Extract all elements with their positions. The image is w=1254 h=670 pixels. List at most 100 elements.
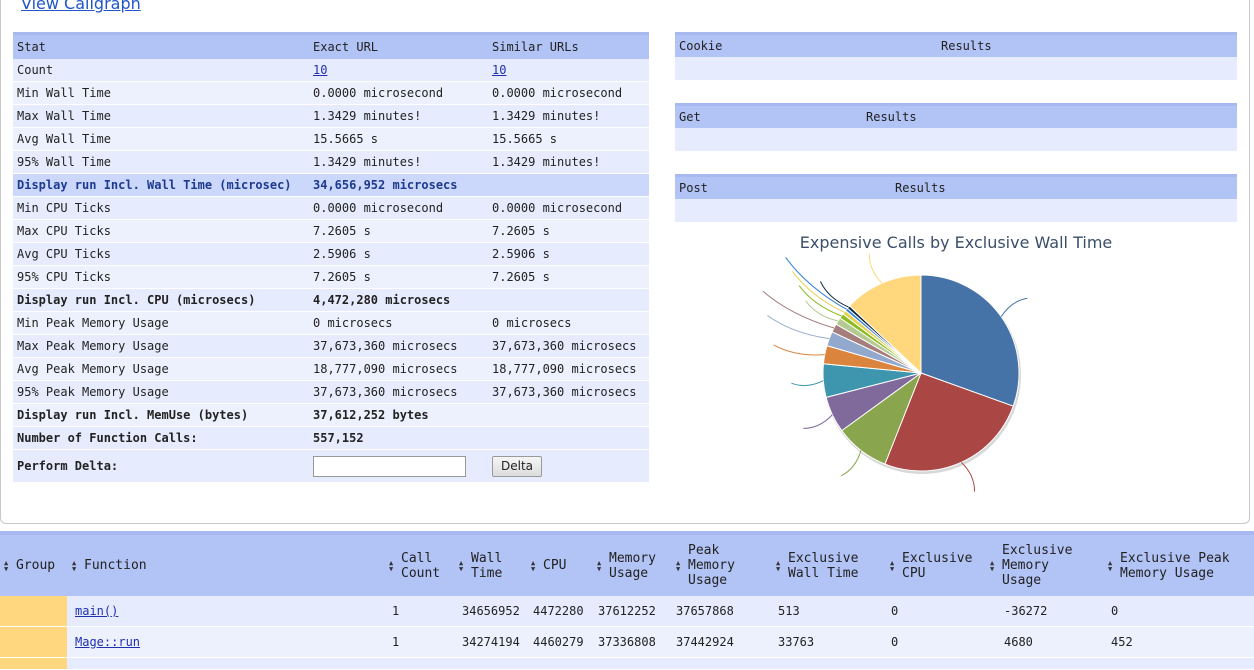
- similar-urls-value: 7.2605 s: [488, 219, 649, 243]
- sort-arrows-icon[interactable]: ▲ ▼: [531, 558, 536, 573]
- column-header-label: CPU: [543, 558, 567, 573]
- perform-delta-label: Perform Delta:: [13, 449, 309, 483]
- stat-label: Avg Peak Memory Usage: [13, 357, 309, 381]
- similar-urls-value: 0.0000 microsecond: [488, 81, 649, 105]
- get-results-label: Results: [866, 110, 917, 124]
- stats-row: 95% CPU Ticks 7.2605 s 7.2605 s: [13, 265, 649, 289]
- similar-urls-value: [488, 403, 649, 427]
- column-header-peak-memory-usage[interactable]: ▲ ▼ Peak Memory Usage: [676, 535, 768, 596]
- stat-label: Max Peak Memory Usage: [13, 334, 309, 358]
- sort-arrows-icon[interactable]: ▲ ▼: [776, 558, 781, 573]
- delta-input[interactable]: [313, 455, 466, 477]
- sort-arrows-icon[interactable]: ▲ ▼: [990, 558, 995, 573]
- cell-call-count: 1: [392, 635, 400, 649]
- group-color-cell: [0, 596, 67, 626]
- pie-connector-line: [805, 300, 839, 322]
- exact-url-value: 37,673,360 microsecs: [309, 334, 488, 358]
- exact-url-value: 0.0000 microsecond: [309, 81, 488, 105]
- sort-arrows-icon[interactable]: ▲ ▼: [890, 558, 895, 573]
- pie-connector-line: [841, 450, 862, 477]
- exact-url-value: 0 microsecs: [309, 311, 488, 335]
- pie-connector-line: [791, 270, 845, 313]
- stat-label: Avg CPU Ticks: [13, 242, 309, 266]
- stat-label: Avg Wall Time: [13, 127, 309, 151]
- cell-cpu: 4460279: [533, 635, 584, 649]
- stat-header[interactable]: Stat: [13, 32, 309, 59]
- cell-excl-memory: -36272: [1004, 604, 1048, 618]
- sort-arrows-icon[interactable]: ▲ ▼: [676, 558, 681, 573]
- sort-arrows-icon[interactable]: ▲ ▼: [72, 558, 77, 573]
- pie-chart: [762, 253, 1028, 492]
- exact-url-value: 1.3429 minutes!: [309, 104, 488, 128]
- pie-connector-line: [819, 281, 849, 308]
- stat-label: 95% CPU Ticks: [13, 265, 309, 289]
- column-header-function[interactable]: ▲ ▼ Function: [72, 535, 388, 596]
- column-header-label: Peak Memory Usage: [688, 543, 735, 588]
- column-header-wall-time[interactable]: ▲ ▼ Wall Time: [459, 535, 527, 596]
- stats-row: Display run Incl. Wall Time (microsec) 34…: [13, 173, 649, 197]
- exact-url-value: 557,152: [309, 426, 488, 450]
- stats-header-row: Stat Exact URL Similar URLs: [13, 32, 649, 59]
- stat-label: Min Peak Memory Usage: [13, 311, 309, 335]
- delta-input-cell: [309, 449, 488, 483]
- similar-urls-value: 0 microsecs: [488, 311, 649, 335]
- exact-url-value: 0.0000 microsecond: [309, 196, 488, 220]
- pie-slice[interactable]: [920, 274, 1020, 407]
- function-link[interactable]: main(): [75, 604, 119, 618]
- stat-label: Max CPU Ticks: [13, 219, 309, 243]
- function-link[interactable]: Mage::run: [75, 635, 141, 649]
- column-header-memory-usage[interactable]: ▲ ▼ Memory Usage: [597, 535, 673, 596]
- column-header-exclusive-wall-time[interactable]: ▲ ▼ Exclusive Wall Time: [776, 535, 886, 596]
- similar-urls-value: [488, 426, 649, 450]
- sort-arrows-icon[interactable]: ▲ ▼: [597, 558, 602, 573]
- cookie-col-label: Cookie: [679, 39, 723, 53]
- pie-connector-line: [868, 253, 883, 284]
- sort-arrows-icon[interactable]: ▲ ▼: [1108, 558, 1113, 573]
- pie-connector-line: [1000, 297, 1028, 317]
- stat-label: 95% Peak Memory Usage: [13, 380, 309, 404]
- exact-url-value: 15.5665 s: [309, 127, 488, 151]
- exact-url-value: 7.2605 s: [309, 265, 488, 289]
- column-header-label: Exclusive CPU: [902, 550, 973, 581]
- column-header-exclusive-memory-usage[interactable]: ▲ ▼ Exclusive Memory Usage: [990, 535, 1100, 596]
- get-body: [675, 128, 1237, 151]
- similar-urls-header[interactable]: Similar URLs: [488, 32, 649, 59]
- similar-urls-value: 0.0000 microsecond: [488, 196, 649, 220]
- cell-excl-peak: 452: [1111, 635, 1133, 649]
- pie-connector-line: [960, 461, 975, 492]
- get-col-label: Get: [679, 110, 701, 124]
- stats-row: Max Wall Time 1.3429 minutes! 1.3429 minut…: [13, 104, 649, 128]
- similar-urls-value-link[interactable]: 10: [492, 62, 507, 77]
- cell-memory: 37336808: [598, 635, 656, 649]
- pie-connector-line: [798, 285, 842, 317]
- table-row: [0, 658, 1254, 670]
- stat-label: Max Wall Time: [13, 104, 309, 128]
- exact-url-header[interactable]: Exact URL: [309, 32, 488, 59]
- function-table-header: ▲ ▼ Group ▲ ▼ Function ▲ ▼ Call Count ▲ ▼ Wall Time ▲ ▼…: [0, 531, 1254, 596]
- column-header-exclusive-cpu[interactable]: ▲ ▼ Exclusive CPU: [890, 535, 990, 596]
- stat-label: Number of Function Calls:: [13, 426, 309, 450]
- stats-row: Avg Wall Time 15.5665 s 15.5665 s: [13, 127, 649, 151]
- cell-cpu: 4472280: [533, 604, 584, 618]
- similar-urls-value: [488, 173, 649, 197]
- group-color-cell: [0, 627, 67, 657]
- stats-row: 95% Peak Memory Usage 37,673,360 microsec…: [13, 380, 649, 404]
- sort-arrows-icon[interactable]: ▲ ▼: [459, 558, 464, 573]
- sort-arrows-icon[interactable]: ▲ ▼: [4, 558, 9, 573]
- column-header-cpu[interactable]: ▲ ▼ CPU: [531, 535, 595, 596]
- column-header-group[interactable]: ▲ ▼ Group: [4, 535, 68, 596]
- similar-urls-value: 10: [488, 58, 649, 82]
- column-header-exclusive-peak-memory-usage[interactable]: ▲ ▼ Exclusive Peak Memory Usage: [1108, 535, 1254, 596]
- exact-url-value: 7.2605 s: [309, 219, 488, 243]
- delta-button[interactable]: Delta: [492, 455, 543, 477]
- exact-url-value: 2.5906 s: [309, 242, 488, 266]
- stats-panel: View Callgraph Stat Exact URL Similar UR…: [0, 0, 1250, 524]
- stats-row: 95% Wall Time 1.3429 minutes! 1.3429 minut…: [13, 150, 649, 174]
- view-callgraph-link[interactable]: View Callgraph: [21, 0, 141, 13]
- similar-urls-value: 18,777,090 microsecs: [488, 357, 649, 381]
- exact-url-value-link[interactable]: 10: [313, 62, 328, 77]
- exact-url-value: 34,656,952 microsecs: [309, 173, 488, 197]
- stats-row: Avg Peak Memory Usage 18,777,090 microsec…: [13, 357, 649, 381]
- sort-arrows-icon[interactable]: ▲ ▼: [389, 558, 394, 573]
- column-header-call-count[interactable]: ▲ ▼ Call Count: [389, 535, 457, 596]
